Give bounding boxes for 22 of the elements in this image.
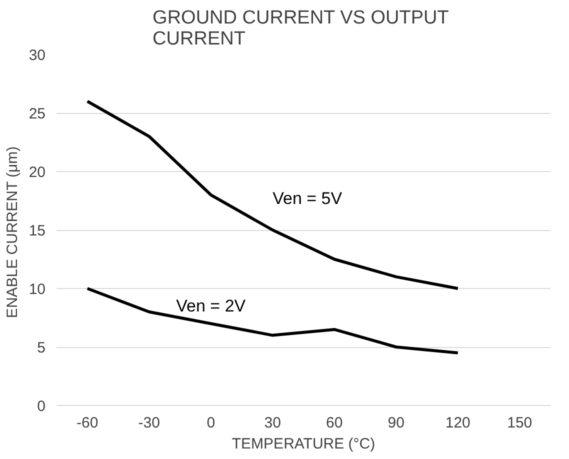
x-tick-label: -60: [76, 414, 98, 432]
x-tick-label: 90: [388, 414, 404, 432]
y-tick-label: 10: [28, 281, 46, 298]
y-axis-title: ENABLE CURRENT (μm): [4, 146, 21, 318]
y-tick-label: 30: [28, 47, 46, 64]
y-tick-label: 15: [28, 222, 46, 240]
x-tick-label: 30: [264, 414, 281, 432]
x-tick-label: 60: [326, 414, 343, 432]
y-tick-label: 20: [28, 164, 46, 181]
y-tick-label: 0: [37, 398, 46, 415]
series-label: Ven = 2V: [176, 296, 246, 316]
y-tick-label: 5: [37, 340, 46, 356]
x-tick-label: 150: [507, 414, 532, 432]
x-tick-label: -30: [138, 414, 160, 432]
line-series: [86, 287, 460, 354]
x-axis-title: TEMPERATURE (°C): [232, 436, 376, 452]
x-tick-label: 120: [445, 414, 470, 432]
series-label: Ven = 5V: [272, 189, 343, 208]
line-series: [86, 100, 460, 290]
y-tick-label: 25: [28, 106, 46, 122]
x-tick-label: 0: [206, 414, 216, 432]
chart-title: GROUND CURRENT VS OUTPUT CURRENT: [152, 8, 450, 50]
